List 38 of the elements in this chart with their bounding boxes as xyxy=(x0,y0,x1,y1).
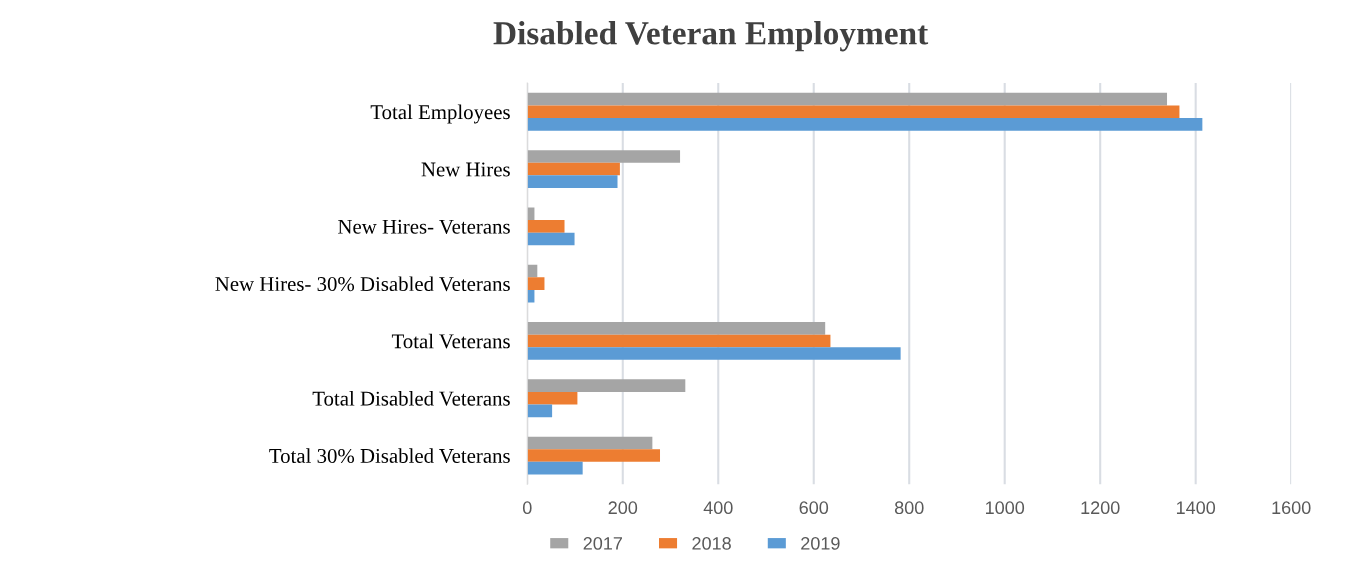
bar xyxy=(527,277,545,290)
x-tick-label: 600 xyxy=(799,501,829,515)
bar xyxy=(527,150,681,163)
bar xyxy=(527,379,686,392)
x-tick-label: 1600 xyxy=(1272,501,1311,515)
bar xyxy=(527,232,575,246)
bar xyxy=(527,118,1203,131)
x-tick-label: 1000 xyxy=(986,501,1025,515)
bar xyxy=(527,220,565,233)
y-tick-label: Total Disabled Veterans xyxy=(312,391,510,406)
legend-label: 2019 xyxy=(801,537,840,550)
y-tick-label: New Hires- Veterans xyxy=(338,219,510,234)
bar xyxy=(527,391,578,405)
bar xyxy=(527,404,553,418)
bar xyxy=(527,347,901,360)
x-tick-label: 200 xyxy=(608,501,638,515)
bar xyxy=(527,334,831,348)
x-tick-label: 0 xyxy=(522,501,532,515)
chart-title: Disabled Veteran Employment xyxy=(493,21,929,52)
y-tick-label: New Hires xyxy=(421,162,510,177)
legend-label: 2017 xyxy=(583,537,622,550)
bar xyxy=(527,322,826,335)
bar xyxy=(527,436,653,450)
legend-label: 2018 xyxy=(692,537,731,550)
y-tick-label: New Hires- 30% Disabled Veterans xyxy=(215,276,510,292)
bar xyxy=(527,105,1180,119)
x-tick-label: 1200 xyxy=(1081,501,1120,515)
x-tick-label: 800 xyxy=(894,501,924,515)
bar xyxy=(527,92,1168,106)
bar xyxy=(527,175,618,188)
bar xyxy=(527,449,660,462)
y-tick-label: Total Veterans xyxy=(391,333,510,349)
bar xyxy=(527,162,620,176)
x-tick-label: 400 xyxy=(703,501,733,515)
bar xyxy=(527,461,583,475)
y-tick-label: Total Employees xyxy=(370,104,510,124)
x-tick-label: 1400 xyxy=(1176,501,1216,515)
y-tick-label: Total 30% Disabled Veterans xyxy=(269,448,510,464)
